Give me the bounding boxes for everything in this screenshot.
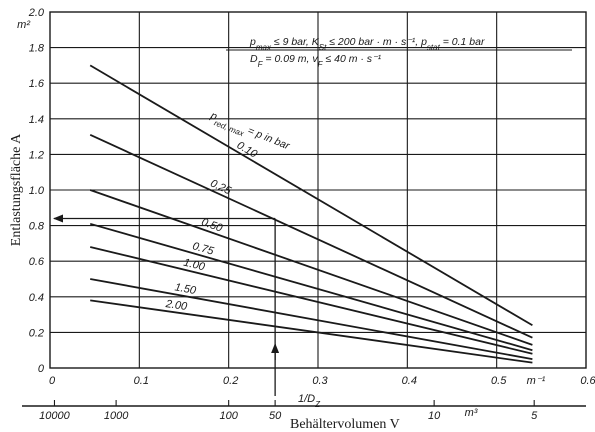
- curve-2.00: [90, 299, 533, 364]
- secondary-tick-label: 100: [219, 410, 238, 422]
- x-unit-label: m⁻¹: [527, 375, 546, 387]
- secondary-tick-label: 10000: [39, 410, 70, 422]
- curve-series: [89, 64, 533, 364]
- curve-1.50: [90, 278, 533, 360]
- x-axis-title: 1/DZ: [298, 393, 321, 409]
- y-tick-label: 0.2: [29, 327, 44, 339]
- curve-label: 1.00: [182, 257, 206, 274]
- curve-0.50: [89, 189, 533, 346]
- secondary-axis-ticks: 10000 1000 100 50 10 5: [39, 400, 538, 422]
- secondary-axis-title: Behältervolumen V: [290, 417, 400, 432]
- curve-1.00: [89, 246, 533, 355]
- x-tick-label: 0.3: [312, 375, 328, 387]
- curve-0.75: [89, 222, 533, 352]
- y-tick-labels: 0 0.2 0.4 0.6 0.8 1.0 1.2 1.4 1.6 1.8 2.0: [28, 7, 45, 375]
- x-tick-label: 0.6: [580, 375, 595, 387]
- secondary-tick-label: 1000: [104, 410, 129, 422]
- x-tick-label: 0.5: [491, 375, 507, 387]
- x-tick-label: 0.4: [402, 375, 417, 387]
- y-tick-label: 1.4: [29, 114, 44, 126]
- y-tick-label: 1.0: [29, 185, 45, 197]
- y-tick-label: 0: [38, 363, 45, 375]
- reading-example-arrows: [53, 214, 280, 396]
- y-axis-title: Entlastungsfläche A: [9, 133, 24, 246]
- horizontal-gridlines: [50, 47, 586, 333]
- y-tick-label: 0.4: [29, 292, 44, 304]
- y-tick-label: 1.6: [29, 78, 45, 90]
- curve-label: 0.75: [191, 240, 216, 258]
- secondary-tick-label: 50: [269, 410, 282, 422]
- annotation-line-2: DF = 0.09 m, vF ≤ 40 m · s⁻¹: [250, 53, 382, 69]
- y-tick-label: 0.6: [29, 256, 45, 268]
- y-tick-label: 2.0: [28, 7, 45, 19]
- secondary-axis-unit: m³: [465, 407, 478, 419]
- secondary-tick-label: 10: [428, 410, 441, 422]
- y-unit-label: m²: [17, 19, 30, 31]
- x-tick-labels: 0 0.1 0.2 0.3 0.4 0.5 0.6: [49, 375, 595, 387]
- x-tick-label: 0.1: [134, 375, 149, 387]
- x-tick-label: 0.2: [223, 375, 238, 387]
- curve-labels: 0.100.250.500.751.001.502.00: [164, 139, 260, 313]
- y-tick-label: 1.8: [29, 43, 45, 55]
- curve-0.10: [89, 64, 533, 327]
- y-tick-label: 1.2: [29, 149, 44, 161]
- curve-label: 1.50: [174, 281, 198, 297]
- curve-0.25: [89, 134, 533, 339]
- x-tick-label: 0: [49, 375, 56, 387]
- curve-label: 2.00: [164, 298, 189, 313]
- annotation-line-1: pmax ≤ 9 bar, KSt ≤ 200 bar · m · s⁻¹, p…: [249, 36, 485, 52]
- y-tick-label: 0.8: [29, 221, 45, 233]
- secondary-tick-label: 5: [531, 410, 538, 422]
